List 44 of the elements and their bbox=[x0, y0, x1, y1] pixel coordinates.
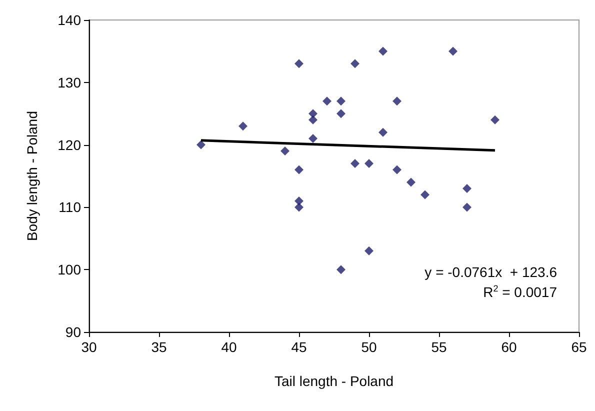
y-tick-label: 100 bbox=[58, 262, 82, 278]
point bbox=[294, 165, 304, 174]
x-tick-label: 60 bbox=[501, 339, 517, 355]
point bbox=[378, 46, 388, 56]
point bbox=[364, 159, 374, 168]
x-tick-label: 55 bbox=[431, 339, 447, 355]
y-tick-label: 110 bbox=[58, 199, 82, 216]
x-tick-label: 65 bbox=[571, 339, 587, 355]
point bbox=[294, 59, 304, 68]
point bbox=[336, 96, 346, 106]
point bbox=[364, 246, 374, 256]
point bbox=[448, 46, 458, 56]
point bbox=[350, 159, 360, 168]
point bbox=[406, 178, 416, 187]
y-tick-label: 120 bbox=[58, 136, 82, 153]
x-tick-label: 40 bbox=[221, 339, 237, 355]
point bbox=[462, 202, 472, 212]
x-axis-title: Tail length - Poland bbox=[274, 373, 394, 389]
x-tick-label: 45 bbox=[291, 339, 307, 355]
y-tick-label: 140 bbox=[58, 12, 82, 28]
annotation: y = -0.0761x + 123.6 bbox=[424, 264, 558, 280]
point bbox=[392, 96, 402, 106]
point bbox=[462, 184, 472, 193]
point bbox=[294, 196, 304, 206]
point bbox=[238, 122, 248, 131]
x-tick-label: 30 bbox=[81, 339, 97, 355]
point bbox=[392, 165, 402, 174]
y-tick-label: 90 bbox=[65, 324, 82, 340]
point bbox=[196, 140, 206, 150]
y-axis-title: Body length - Poland bbox=[24, 111, 40, 241]
point bbox=[336, 265, 346, 274]
point bbox=[280, 146, 290, 156]
y-tick-label: 130 bbox=[58, 74, 82, 90]
point bbox=[308, 115, 318, 124]
point bbox=[378, 128, 388, 137]
point bbox=[294, 202, 304, 212]
point bbox=[336, 109, 346, 118]
point bbox=[350, 59, 360, 68]
point bbox=[308, 134, 318, 144]
point bbox=[420, 190, 430, 200]
point bbox=[490, 115, 500, 124]
x-tick-label: 35 bbox=[151, 339, 167, 355]
x-tick-label: 50 bbox=[361, 339, 377, 355]
point bbox=[322, 96, 332, 106]
